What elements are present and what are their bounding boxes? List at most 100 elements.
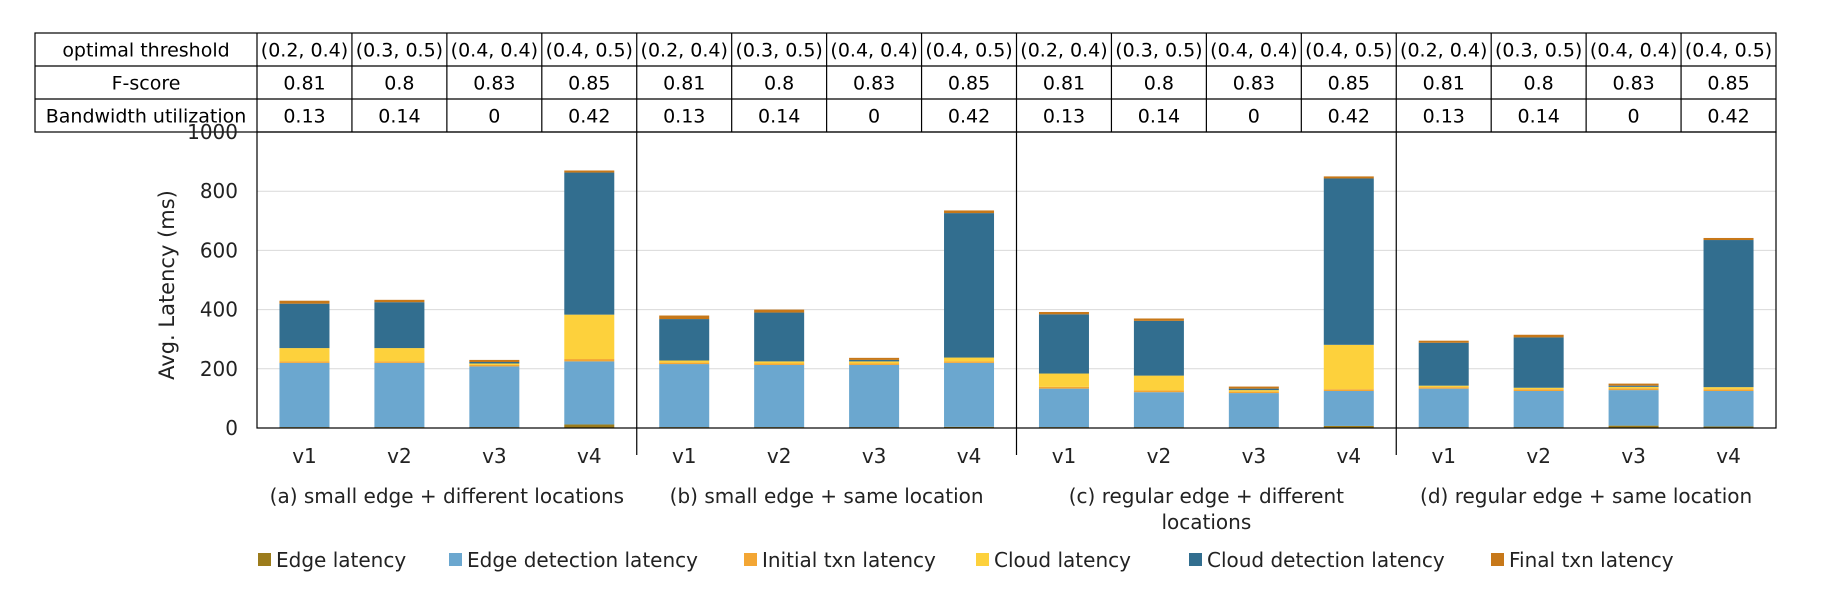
bar-segment (564, 359, 615, 362)
group-label: (c) regular edge + different (1069, 484, 1344, 508)
bar-segment (1228, 391, 1279, 394)
x-tick-label: v1 (1431, 444, 1456, 468)
bar-segment (1038, 314, 1089, 374)
table-cell: 0 (868, 106, 880, 128)
x-tick-label: v2 (387, 444, 412, 468)
bar-segment (1703, 391, 1754, 427)
table-cell: 0 (488, 106, 500, 128)
x-tick-label: v3 (482, 444, 507, 468)
legend-label: Final txn latency (1509, 548, 1674, 572)
table-cell: 0.85 (1328, 73, 1370, 95)
legend-label: Edge latency (276, 548, 406, 572)
table-cell: (0.3, 0.5) (356, 40, 443, 62)
table-cell: (0.3, 0.5) (1495, 40, 1582, 62)
threshold-table: optimal threshold (0.2, 0.4) (0.3, 0.5) (0.… (34, 32, 1777, 133)
y-tick-label: 400 (200, 298, 238, 322)
bar-segment (374, 302, 425, 349)
table-cell: 0.8 (1144, 73, 1174, 95)
bar-segment (469, 361, 520, 364)
bar-segment (1038, 388, 1089, 428)
legend-label: Cloud detection latency (1207, 548, 1445, 572)
legend-swatch (1189, 553, 1202, 566)
table-cell: (0.4, 0.5) (925, 40, 1012, 62)
bar-segment (1418, 388, 1469, 428)
bar-segment (564, 314, 615, 360)
bar-segment (1038, 311, 1089, 315)
table-cell: (0.3, 0.5) (1115, 40, 1202, 62)
bar-segment (849, 363, 900, 365)
bar-segment (1323, 178, 1374, 345)
bar-segment (1608, 390, 1659, 426)
table-cell: (0.4, 0.4) (451, 40, 538, 62)
table-cell: 0.42 (568, 106, 610, 128)
table-cell: 0.81 (1423, 73, 1465, 95)
bar-segment (1513, 337, 1564, 388)
table-row-label: optimal threshold (62, 40, 229, 62)
table-cell: 0.81 (283, 73, 325, 95)
legend-swatch (258, 553, 271, 566)
table-cell: (0.4, 0.4) (830, 40, 917, 62)
bar-segment (1323, 389, 1374, 391)
bar-segment (754, 363, 805, 365)
bar-segment (279, 348, 330, 362)
bar-segment (1228, 393, 1279, 428)
bar-stacks (279, 170, 1754, 428)
bar-segment (849, 361, 900, 364)
bar-segment (1608, 383, 1659, 386)
stacked-bar-chart: 0 200 400 600 800 1000 v1 v2 v3 v4 (a) small edge … (155, 120, 1777, 534)
bar-segment (1418, 340, 1469, 343)
table-row-label: Bandwidth utilization (46, 106, 247, 128)
y-axis-label: Avg. Latency (ms) (155, 190, 179, 380)
table-cell: 0.8 (384, 73, 414, 95)
bar-segment (754, 361, 805, 364)
bar-segment (849, 364, 900, 428)
bar-segment (374, 362, 425, 428)
bar-segment (1228, 386, 1279, 389)
bar-segment (279, 303, 330, 349)
bar-segment (374, 348, 425, 362)
bar-segment (1513, 389, 1564, 391)
axes: 0 200 400 600 800 1000 v1 v2 v3 v4 (a) small edge … (187, 120, 1752, 534)
bar-segment (1703, 426, 1754, 428)
bar-segment (469, 366, 520, 428)
bar-segment (1228, 390, 1279, 392)
legend-swatch (744, 553, 757, 566)
bar-segment (1133, 375, 1184, 391)
bar-segment (1133, 318, 1184, 321)
bar-segment (1608, 388, 1659, 391)
table-cell: 0.81 (663, 73, 705, 95)
table-cell: 0.8 (764, 73, 794, 95)
bar-segment (944, 361, 995, 363)
bar-segment (1038, 386, 1089, 389)
bar-segment (564, 170, 615, 173)
bar-segment (1228, 388, 1279, 391)
bar-segment (659, 319, 710, 361)
bar-segment (659, 360, 710, 363)
bar-segment (1418, 387, 1469, 389)
bar-segment (944, 357, 995, 362)
bar-segment (1323, 391, 1374, 426)
table-cell: 0.8 (1524, 73, 1554, 95)
bar-segment (659, 315, 710, 320)
bar-segment (1133, 320, 1184, 376)
bar-segment (754, 309, 805, 313)
bar-segment (469, 364, 520, 367)
group-label: (b) small edge + same location (670, 484, 984, 508)
x-tick-label: v1 (1052, 444, 1077, 468)
table-cell: 0.42 (1707, 106, 1749, 128)
table-cell: 0.14 (758, 106, 800, 128)
group-label: (d) regular edge + same location (1420, 484, 1752, 508)
table-cell: (0.3, 0.5) (735, 40, 822, 62)
bar-segment (374, 361, 425, 363)
bar-segment (564, 172, 615, 315)
bar-segment (1038, 373, 1089, 387)
bar-segment (1323, 425, 1374, 428)
bar-segment (1608, 385, 1659, 387)
y-tick-label: 600 (200, 238, 238, 262)
bar-segment (944, 210, 995, 214)
bar-segment (754, 312, 805, 362)
table-cell: (0.4, 0.4) (1590, 40, 1677, 62)
bar-segment (374, 299, 425, 303)
x-tick-label: v3 (862, 444, 887, 468)
